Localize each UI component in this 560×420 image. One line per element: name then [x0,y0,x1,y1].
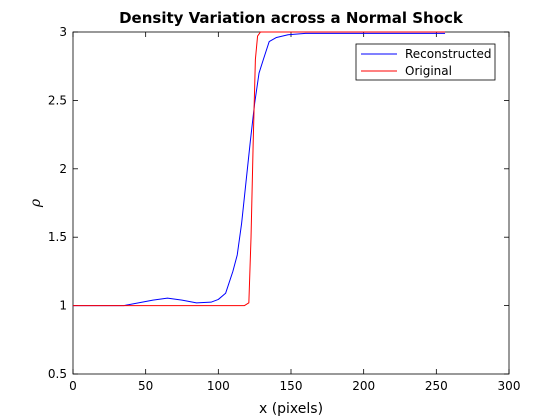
x-tick-label: 50 [138,379,153,393]
y-tick-label: 2.5 [48,93,67,107]
y-axis-ticks: 0.5 1 1.5 2 2.5 3 [48,25,509,381]
x-tick-label: 300 [498,379,521,393]
x-tick-label: 150 [280,379,303,393]
x-tick-label: 250 [425,379,448,393]
y-tick-label: 2 [59,162,67,176]
y-tick-label: 1.5 [48,230,67,244]
x-tick-label: 0 [69,379,77,393]
reconstructed-line [73,32,446,307]
legend-label-reconstructed: Reconstructed [405,47,492,61]
legend-label-original: Original [405,64,452,78]
original-line [73,31,446,307]
x-tick-label: 200 [352,379,375,393]
y-axis-label: ρ [28,198,44,208]
chart-title: Density Variation across a Normal Shock [119,9,464,27]
legend: Reconstructed Original [355,43,496,81]
x-tick-label: 100 [207,379,230,393]
x-axis-ticks: 0 50 100 150 200 250 300 [69,32,520,393]
series-lines [73,31,446,307]
y-tick-label: 3 [59,25,67,39]
x-axis-label: x (pixels) [259,401,323,417]
plot-area [72,31,510,375]
legend-box [355,43,496,81]
y-tick-label: 0.5 [48,367,67,381]
y-tick-label: 1 [59,299,67,313]
